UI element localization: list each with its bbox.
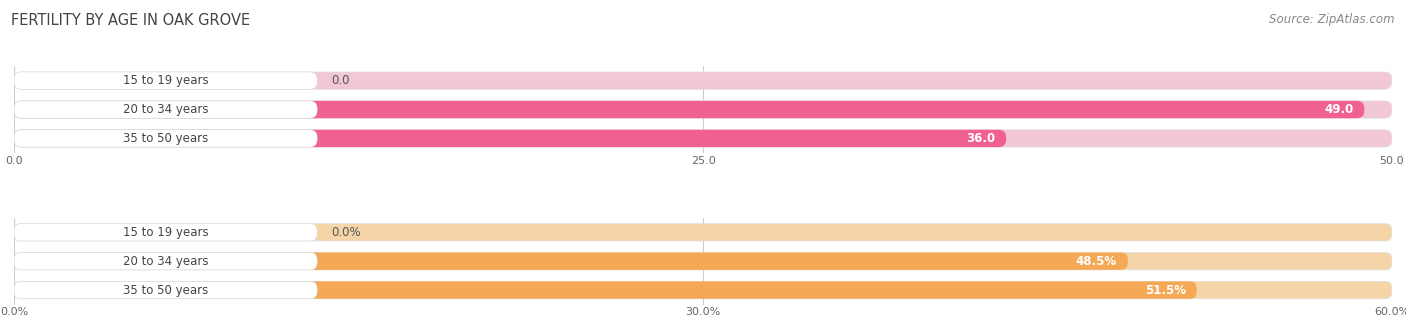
FancyBboxPatch shape	[14, 72, 318, 89]
FancyBboxPatch shape	[14, 101, 1392, 118]
FancyBboxPatch shape	[14, 224, 318, 241]
Text: 48.5%: 48.5%	[1076, 255, 1116, 268]
FancyBboxPatch shape	[14, 224, 1392, 241]
Text: 15 to 19 years: 15 to 19 years	[122, 74, 208, 87]
FancyBboxPatch shape	[14, 253, 1128, 270]
Text: 36.0: 36.0	[966, 132, 995, 145]
FancyBboxPatch shape	[14, 253, 1392, 270]
FancyBboxPatch shape	[14, 281, 318, 299]
Text: 15 to 19 years: 15 to 19 years	[122, 226, 208, 239]
Text: 35 to 50 years: 35 to 50 years	[122, 132, 208, 145]
FancyBboxPatch shape	[14, 130, 318, 147]
FancyBboxPatch shape	[14, 253, 318, 270]
Text: 35 to 50 years: 35 to 50 years	[122, 284, 208, 297]
FancyBboxPatch shape	[14, 281, 1197, 299]
FancyBboxPatch shape	[14, 72, 1392, 89]
FancyBboxPatch shape	[14, 281, 1392, 299]
FancyBboxPatch shape	[14, 101, 318, 118]
FancyBboxPatch shape	[14, 130, 1007, 147]
Text: 20 to 34 years: 20 to 34 years	[122, 103, 208, 116]
Text: 0.0%: 0.0%	[330, 226, 360, 239]
Text: 0.0: 0.0	[330, 74, 350, 87]
Text: 20 to 34 years: 20 to 34 years	[122, 255, 208, 268]
Text: FERTILITY BY AGE IN OAK GROVE: FERTILITY BY AGE IN OAK GROVE	[11, 13, 250, 28]
Text: Source: ZipAtlas.com: Source: ZipAtlas.com	[1270, 13, 1395, 26]
FancyBboxPatch shape	[14, 101, 1364, 118]
Text: 51.5%: 51.5%	[1144, 284, 1185, 297]
FancyBboxPatch shape	[14, 130, 1392, 147]
Text: 49.0: 49.0	[1324, 103, 1354, 116]
